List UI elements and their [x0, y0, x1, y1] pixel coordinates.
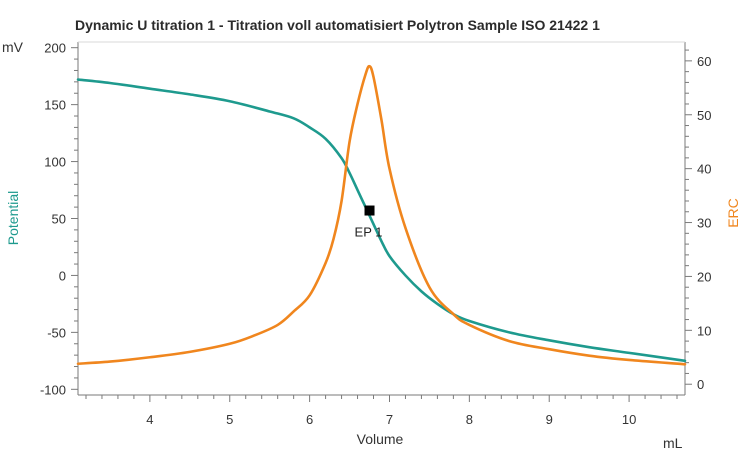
series-line-erc — [76, 64, 687, 366]
y-right-tick-label: 50 — [697, 108, 711, 123]
series-group — [76, 64, 687, 366]
x-tick-label: 5 — [226, 412, 233, 427]
x-tick-label: 8 — [466, 412, 473, 427]
x-axis-unit: mL — [663, 435, 683, 451]
y-left-tick-label: 100 — [44, 155, 66, 170]
y-left-axis-title: Potential — [5, 191, 21, 245]
y-left-tick-label: 0 — [59, 268, 66, 283]
series-line-potential — [76, 78, 687, 363]
y-right-tick-label: 60 — [697, 54, 711, 69]
y-right-axis-title: ERC — [725, 198, 741, 228]
marker-group: EP 1 — [355, 205, 383, 240]
y-left-tick-label: 200 — [44, 41, 66, 56]
y-left-unit: mV — [2, 39, 24, 55]
y-right-tick-label: 0 — [697, 377, 704, 392]
endpoint-marker — [364, 205, 375, 216]
y-right-tick-label: 40 — [697, 162, 711, 177]
y-right-tick-label: 20 — [697, 269, 711, 284]
y-left-tick-label: -100 — [40, 382, 66, 397]
x-tick-label: 9 — [546, 412, 553, 427]
x-axis-title: Volume — [357, 431, 404, 447]
y-left-tick-label: 150 — [44, 98, 66, 113]
x-tick-label: 10 — [622, 412, 636, 427]
y-left-tick-label: 50 — [52, 212, 66, 227]
x-tick-label: 6 — [306, 412, 313, 427]
y-right-tick-label: 30 — [697, 216, 711, 231]
x-tick-label: 4 — [146, 412, 153, 427]
endpoint-label: EP 1 — [355, 225, 383, 240]
x-tick-label: 7 — [386, 412, 393, 427]
chart-title: Dynamic U titration 1 - Titration voll a… — [75, 17, 600, 33]
axes-group: 4 5 6 7 8 9 10 -100 -50 0 50 100 150 200 0 10 20 30 40 50 60 — [40, 41, 712, 427]
y-left-tick-label: -50 — [47, 325, 66, 340]
y-right-tick-label: 10 — [697, 323, 711, 338]
